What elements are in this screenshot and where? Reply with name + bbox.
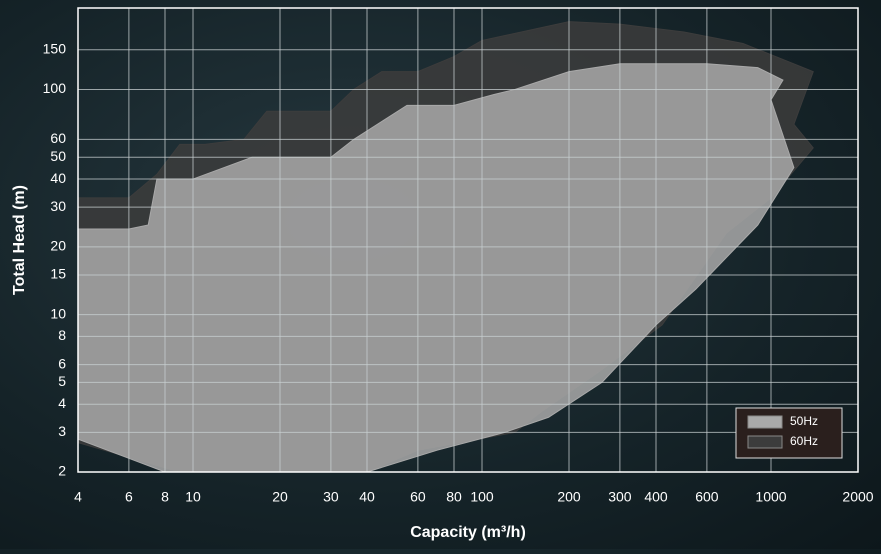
x-tick-label: 8 (161, 489, 169, 505)
x-tick-label: 30 (323, 489, 339, 505)
y-tick-label: 6 (58, 355, 66, 371)
legend: 50Hz 60Hz (735, 407, 843, 459)
y-tick-label: 30 (50, 198, 66, 214)
area (77, 63, 795, 473)
y-tick-label: 100 (43, 80, 67, 96)
y-tick-label: 40 (50, 170, 66, 186)
x-tick-label: 60 (410, 489, 426, 505)
y-tick-label: 15 (50, 266, 66, 282)
x-tick-label: 1000 (755, 489, 786, 505)
x-tick-label: 400 (644, 489, 668, 505)
x-tick-label: 300 (608, 489, 632, 505)
y-axis-label: Total Head (m) (11, 185, 28, 295)
x-tick-label: 4 (74, 489, 82, 505)
y-tick-label: 150 (43, 41, 67, 57)
x-tick-label: 200 (557, 489, 581, 505)
y-tick-label: 3 (58, 423, 66, 439)
x-tick-label: 100 (470, 489, 494, 505)
x-axis-label: Capacity (m³/h) (410, 524, 526, 541)
x-tick-label: 10 (185, 489, 201, 505)
x-tick-label: 20 (272, 489, 288, 505)
y-tick-label: 10 (50, 305, 66, 321)
x-tick-label: 2000 (842, 489, 873, 505)
y-tick-label: 5 (58, 373, 66, 389)
legend-swatch (747, 415, 783, 429)
plot-frame (77, 7, 859, 473)
y-tick-label: 60 (50, 130, 66, 146)
y-tick-label: 20 (50, 238, 66, 254)
x-tick-label: 600 (695, 489, 719, 505)
y-tick-label: 50 (50, 148, 66, 164)
x-tick-label: 40 (359, 489, 375, 505)
legend-swatch (747, 435, 783, 449)
legend-label: 50Hz (790, 414, 818, 428)
y-tick-label: 8 (58, 327, 66, 343)
legend-label: 60Hz (790, 434, 818, 448)
y-tick-label: 4 (58, 395, 66, 411)
x-tick-label: 80 (446, 489, 462, 505)
x-tick-label: 6 (125, 489, 133, 505)
y-tick-label: 2 (58, 463, 66, 479)
